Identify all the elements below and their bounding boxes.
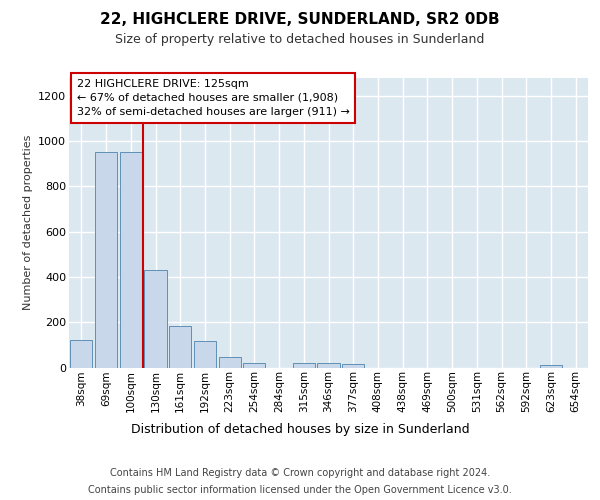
Bar (169, 326, 191, 368)
Bar (95, 152, 117, 368)
Text: Contains public sector information licensed under the Open Government Licence v3: Contains public sector information licen… (88, 485, 512, 495)
Text: Size of property relative to detached houses in Sunderland: Size of property relative to detached ho… (115, 32, 485, 46)
Bar (119, 152, 142, 368)
Bar (293, 364, 315, 368)
Text: 22 HIGHCLERE DRIVE: 125sqm
← 67% of detached houses are smaller (1,908)
32% of s: 22 HIGHCLERE DRIVE: 125sqm ← 67% of deta… (77, 79, 350, 117)
Text: 22, HIGHCLERE DRIVE, SUNDERLAND, SR2 0DB: 22, HIGHCLERE DRIVE, SUNDERLAND, SR2 0DB (100, 12, 500, 28)
Bar (317, 363, 340, 368)
Bar (342, 364, 364, 368)
Text: Distribution of detached houses by size in Sunderland: Distribution of detached houses by size … (131, 422, 469, 436)
Bar (70, 340, 92, 367)
Bar (145, 270, 167, 368)
Text: Contains HM Land Registry data © Crown copyright and database right 2024.: Contains HM Land Registry data © Crown c… (110, 468, 490, 477)
Bar (218, 358, 241, 368)
Bar (243, 363, 265, 368)
Bar (194, 341, 216, 367)
Bar (540, 365, 562, 368)
Y-axis label: Number of detached properties: Number of detached properties (23, 135, 32, 310)
